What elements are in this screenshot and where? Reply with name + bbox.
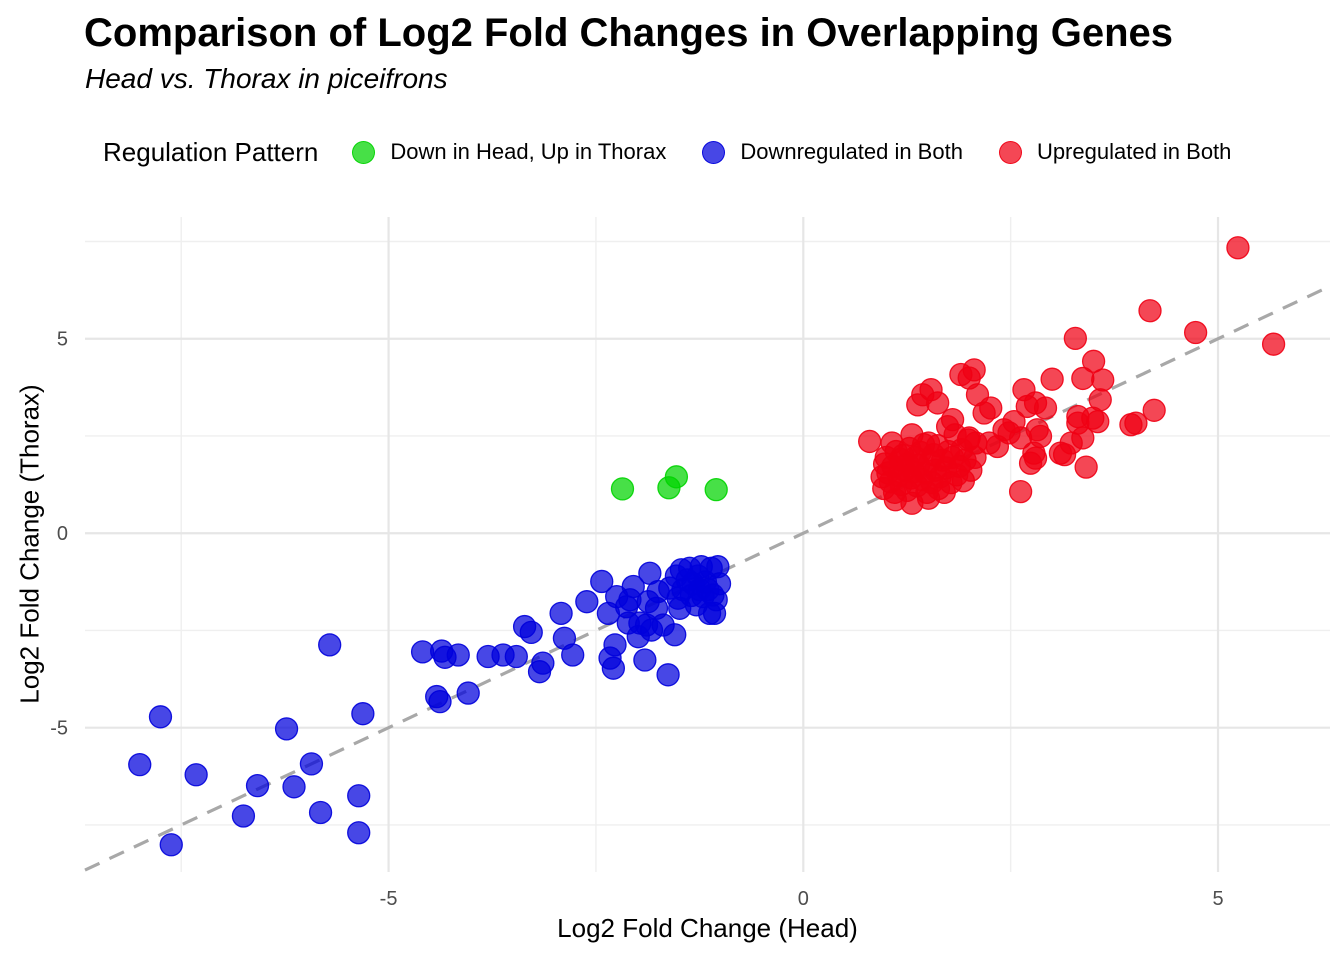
data-point — [308, 800, 333, 825]
legend-item: Upregulated in Both — [998, 139, 1232, 165]
data-point — [1071, 366, 1095, 391]
data-point — [456, 681, 480, 705]
data-point — [128, 752, 152, 777]
legend-item: Down in Head, Up in Thorax — [352, 139, 666, 165]
data-point — [549, 601, 573, 625]
data-point — [906, 393, 930, 417]
data-point — [351, 702, 375, 726]
legend: Regulation Pattern Down in Head, Up in T… — [103, 132, 1267, 172]
data-point — [231, 804, 256, 828]
data-point — [299, 752, 324, 776]
data-point — [1183, 320, 1208, 345]
data-point — [707, 572, 732, 596]
data-point — [633, 648, 657, 672]
data-point — [1063, 326, 1088, 351]
data-point — [1018, 451, 1043, 475]
y-axis-title: Log2 Fold Change (Thorax) — [14, 384, 45, 704]
data-point — [664, 465, 689, 489]
data-point — [184, 763, 208, 787]
legend-item-label: Upregulated in Both — [1036, 139, 1232, 164]
x-tick-label: 0 — [798, 888, 809, 910]
data-point — [601, 656, 626, 680]
data-point — [1138, 299, 1162, 323]
y-tick-label: 0 — [57, 523, 68, 545]
data-point — [159, 833, 183, 857]
data-point — [1119, 413, 1143, 437]
data-point — [663, 623, 687, 647]
data-point — [148, 705, 173, 729]
data-point — [274, 717, 299, 741]
chart-subtitle: Head vs. Thorax in piceifrons — [85, 63, 448, 94]
data-point — [428, 689, 452, 714]
x-axis-title: Log2 Fold Change (Head) — [557, 913, 858, 943]
x-tick-label: -5 — [380, 888, 398, 910]
legend-item-label: Downregulated in Both — [740, 139, 963, 164]
legend-key-dot — [702, 140, 726, 164]
data-point — [504, 644, 528, 669]
data-point — [1066, 411, 1090, 435]
data-point — [621, 574, 645, 599]
data-point — [603, 633, 627, 657]
legend-item: Downregulated in Both — [702, 139, 963, 165]
legend-key-dot — [352, 140, 376, 164]
data-point — [963, 445, 987, 470]
legend-item-label: Down in Head, Up in Thorax — [390, 139, 667, 164]
data-point — [531, 651, 555, 675]
data-point — [561, 643, 585, 667]
data-point — [519, 620, 543, 645]
data-point — [282, 775, 306, 799]
data-point — [704, 478, 728, 502]
data-point — [1142, 398, 1166, 422]
data-point — [858, 429, 882, 454]
legend-key-dot — [998, 140, 1022, 164]
data-point — [446, 643, 470, 667]
data-point — [1008, 479, 1033, 504]
data-point — [1226, 236, 1250, 260]
y-tick-label: 5 — [57, 329, 68, 351]
data-point — [949, 362, 973, 387]
chart-title: Comparison of Log2 Fold Changes in Overl… — [84, 11, 1174, 55]
data-point — [347, 784, 371, 808]
data-point — [1040, 367, 1064, 391]
legend-title: Regulation Pattern — [103, 136, 319, 167]
y-tick-label: -5 — [50, 718, 68, 740]
data-point — [1012, 378, 1036, 402]
data-point — [575, 590, 599, 614]
data-point — [318, 633, 342, 657]
data-point — [1074, 455, 1098, 479]
data-point — [1081, 349, 1106, 373]
data-point — [656, 663, 680, 687]
legend-items: Down in Head, Up in Thorax Downregulated … — [352, 139, 1267, 165]
data-point — [590, 569, 614, 594]
data-point — [245, 774, 270, 798]
data-point — [1048, 441, 1073, 465]
data-point — [347, 821, 371, 845]
x-tick-label: 5 — [1212, 888, 1223, 910]
data-point — [1261, 332, 1286, 356]
data-point — [610, 477, 635, 501]
